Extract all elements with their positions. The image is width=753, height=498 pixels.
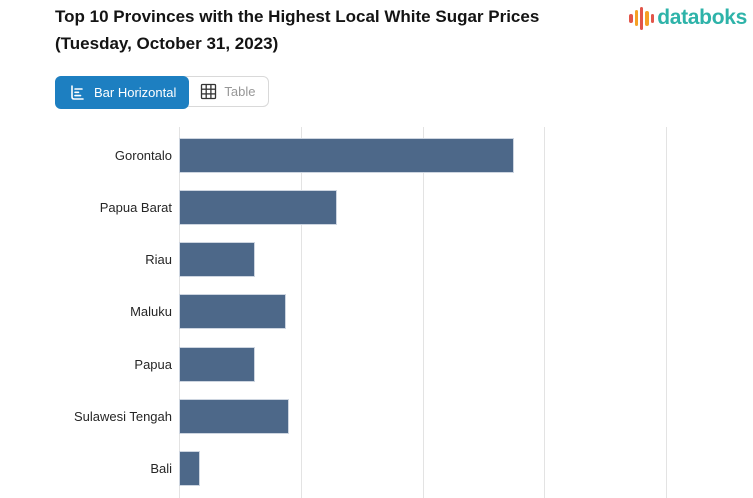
bar[interactable] [179,138,514,173]
chart-type-toggle: Bar Horizontal Table [55,76,270,109]
bar-horizontal-label: Bar Horizontal [94,85,177,100]
x-gridline [423,127,424,498]
category-label: Bali [150,461,172,476]
bar[interactable] [179,451,200,486]
x-gridline [544,127,545,498]
bar[interactable] [179,190,337,225]
table-label: Table [224,84,256,99]
x-gridline [301,127,302,498]
page-title-line2: (Tuesday, October 31, 2023) [55,34,279,53]
databoks-pulse-icon [629,5,655,31]
page-title: Top 10 Provinces with the Highest Local … [55,3,620,57]
category-label: Sulawesi Tengah [73,409,172,424]
databoks-logo[interactable]: databoks [629,5,747,31]
bar[interactable] [179,294,286,329]
category-label: Papua Barat [99,200,172,215]
bar-horizontal-button[interactable]: Bar Horizontal [55,76,190,109]
category-label: Maluku [130,304,172,319]
page-title-line1: Top 10 Provinces with the Highest Local … [55,7,540,26]
category-label: Gorontalo [114,148,172,163]
table-icon [199,82,218,101]
bar-chart-icon [68,84,86,102]
x-gridline [666,127,667,498]
databoks-logo-text: databoks [657,6,747,29]
table-button[interactable]: Table [189,77,268,106]
bar[interactable] [179,242,255,277]
category-label: Riau [145,252,172,267]
bar[interactable] [179,347,255,382]
category-label: Papua [134,357,172,372]
bar[interactable] [179,399,289,434]
